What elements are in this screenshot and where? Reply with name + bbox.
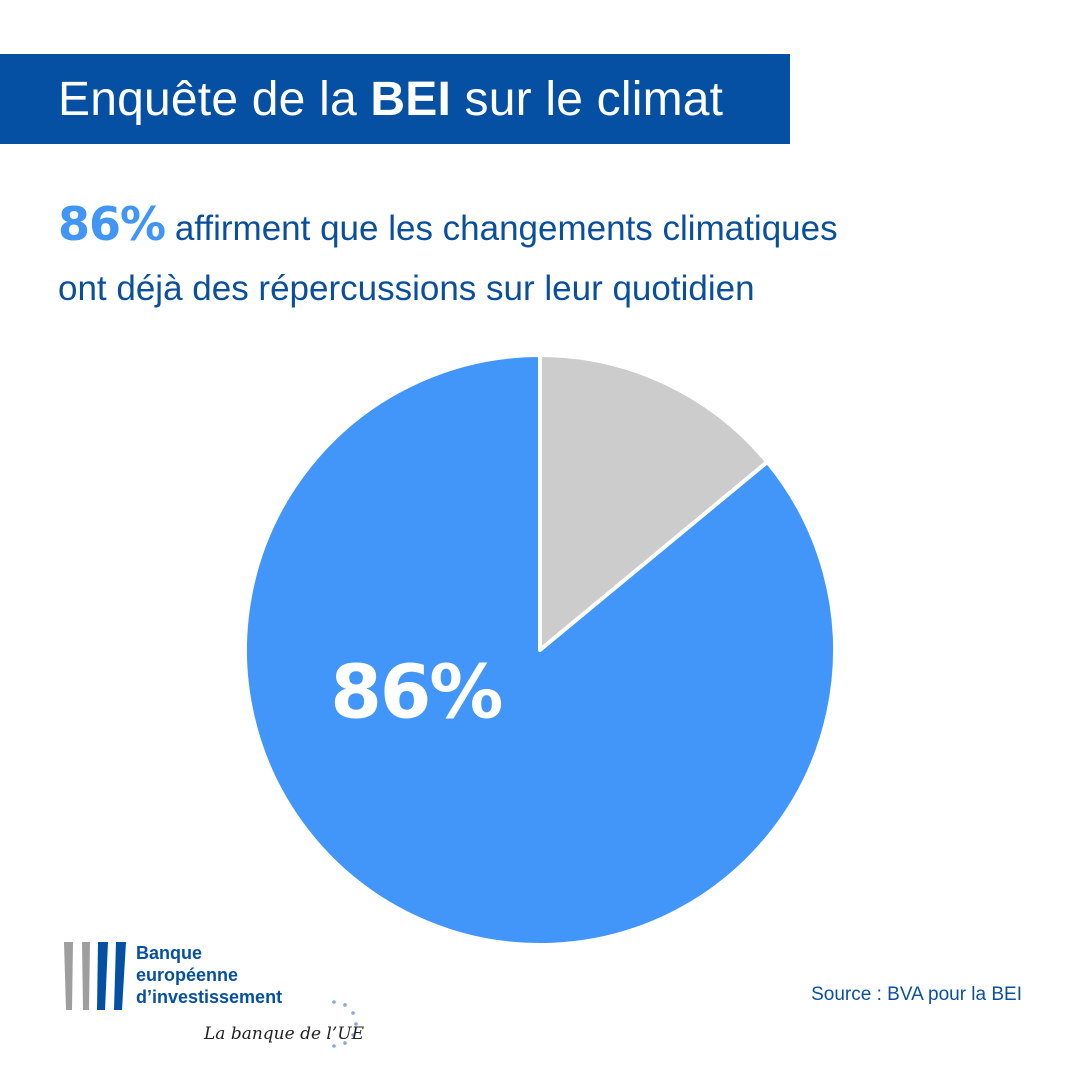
eu-star [343,1003,347,1007]
title-text-bold: BEI [370,72,452,126]
page-title: Enquête de la BEI sur le climat [58,72,723,127]
title-banner: Enquête de la BEI sur le climat [0,54,790,144]
subtitle-percentage: 86% [58,197,166,251]
eu-star [332,1044,336,1048]
pie-slice-label: 86% [330,650,501,736]
eu-stars-icon [332,1000,358,1048]
eib-logo-text: Banque européenne d’investissement [136,942,282,1008]
eu-star [332,1000,336,1004]
logo-line2: européenne [136,965,239,985]
eu-star [351,1011,355,1015]
subtitle-line1: affirment que les changements climatique… [165,209,838,248]
subtitle: 86% affirment que les changements climat… [58,194,1058,319]
title-text-start: Enquête de la [58,72,371,126]
logo-line3: d’investissement [136,987,283,1007]
eu-star [343,1041,347,1045]
subtitle-line2: ont déjà des répercussions sur leur quot… [58,269,755,308]
logo-tagline: La banque de l’UE [204,1024,365,1044]
source-note: Source : BVA pour la BEI [811,984,1022,1005]
logo-line1: Banque [136,943,203,963]
eu-star [351,1033,355,1037]
pie-slice-14 [538,353,770,652]
eu-star [354,1022,358,1026]
eib-logo-mark [64,942,126,1010]
title-text-end: sur le climat [451,72,724,126]
eib-logo: Banque européenne d’investissement La ba… [60,940,380,1050]
pie-slice-86 [243,353,837,947]
